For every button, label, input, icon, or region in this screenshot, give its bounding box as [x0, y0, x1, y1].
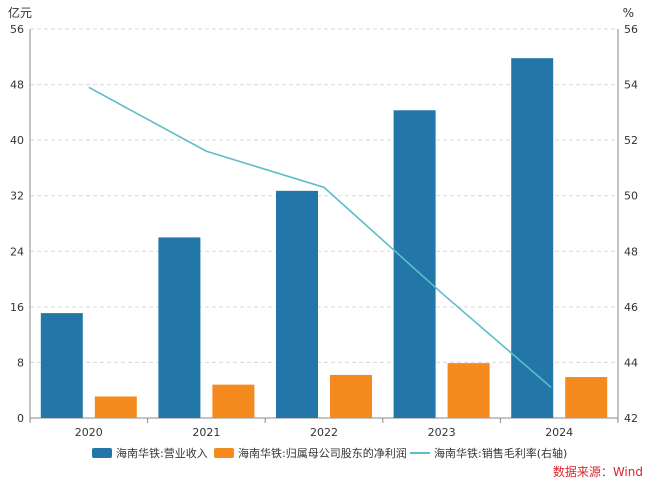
legend-label: 海南华铁:销售毛利率(右轴) [434, 446, 567, 460]
left-axis-unit: 亿元 [8, 5, 32, 20]
revenue-bar [393, 110, 436, 418]
left-tick-label: 0 [17, 412, 24, 425]
net-profit-bar [94, 396, 137, 418]
legend-label: 海南华铁:营业收入 [116, 446, 208, 460]
x-tick-label: 2022 [310, 426, 338, 439]
left-tick-label: 48 [10, 79, 24, 92]
net-profit-bar [212, 384, 255, 418]
x-tick-label: 2024 [545, 426, 573, 439]
left-tick-label: 32 [10, 190, 24, 203]
right-tick-label: 50 [624, 190, 638, 203]
revenue-bar [40, 313, 83, 418]
left-tick-label: 24 [10, 245, 24, 258]
left-tick-label: 16 [10, 301, 24, 314]
left-tick-label: 8 [17, 356, 24, 369]
gross-margin-line [88, 86, 552, 389]
x-tick-label: 2020 [75, 426, 103, 439]
right-axis-unit: % [623, 6, 634, 20]
grid-lines [30, 28, 618, 363]
axes: 0 8 16 24 32 40 48 56 42 44 46 48 50 52 54 56 2020 2021 20… [10, 23, 638, 439]
right-tick-label: 54 [624, 79, 638, 92]
legend-label: 海南华铁:归属母公司股东的净利润 [238, 446, 407, 460]
legend-swatch [92, 448, 112, 458]
net-profit-bar [330, 374, 372, 418]
margin-line [88, 86, 552, 389]
source-label: 数据来源：Wind [553, 464, 643, 479]
right-tick-label: 44 [624, 356, 638, 369]
legend-swatch [214, 448, 234, 458]
right-tick-label: 48 [624, 245, 638, 258]
x-tick-label: 2021 [192, 426, 220, 439]
legend: 海南华铁:营业收入 海南华铁:归属母公司股东的净利润 海南华铁:销售毛利率(右轴) [92, 446, 567, 460]
net-profit-bar [447, 363, 490, 418]
right-tick-label: 56 [624, 23, 638, 36]
x-tick-label: 2023 [428, 426, 456, 439]
bars [40, 58, 608, 419]
revenue-bar [158, 237, 201, 418]
left-tick-label: 56 [10, 23, 24, 36]
revenue-bar [276, 190, 318, 418]
right-tick-label: 52 [624, 134, 638, 147]
net-profit-bar [565, 377, 608, 418]
right-tick-label: 42 [624, 412, 638, 425]
right-tick-label: 46 [624, 301, 638, 314]
left-tick-label: 40 [10, 134, 24, 147]
revenue-bar [511, 58, 554, 419]
